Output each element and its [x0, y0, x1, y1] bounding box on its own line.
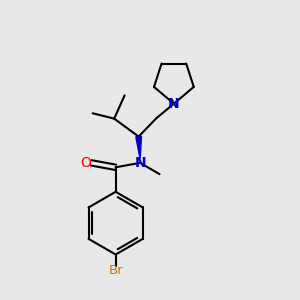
Text: N: N	[168, 97, 180, 111]
Text: Br: Br	[108, 263, 123, 277]
Polygon shape	[136, 136, 142, 159]
Text: N: N	[135, 156, 147, 170]
Text: O: O	[80, 156, 91, 170]
